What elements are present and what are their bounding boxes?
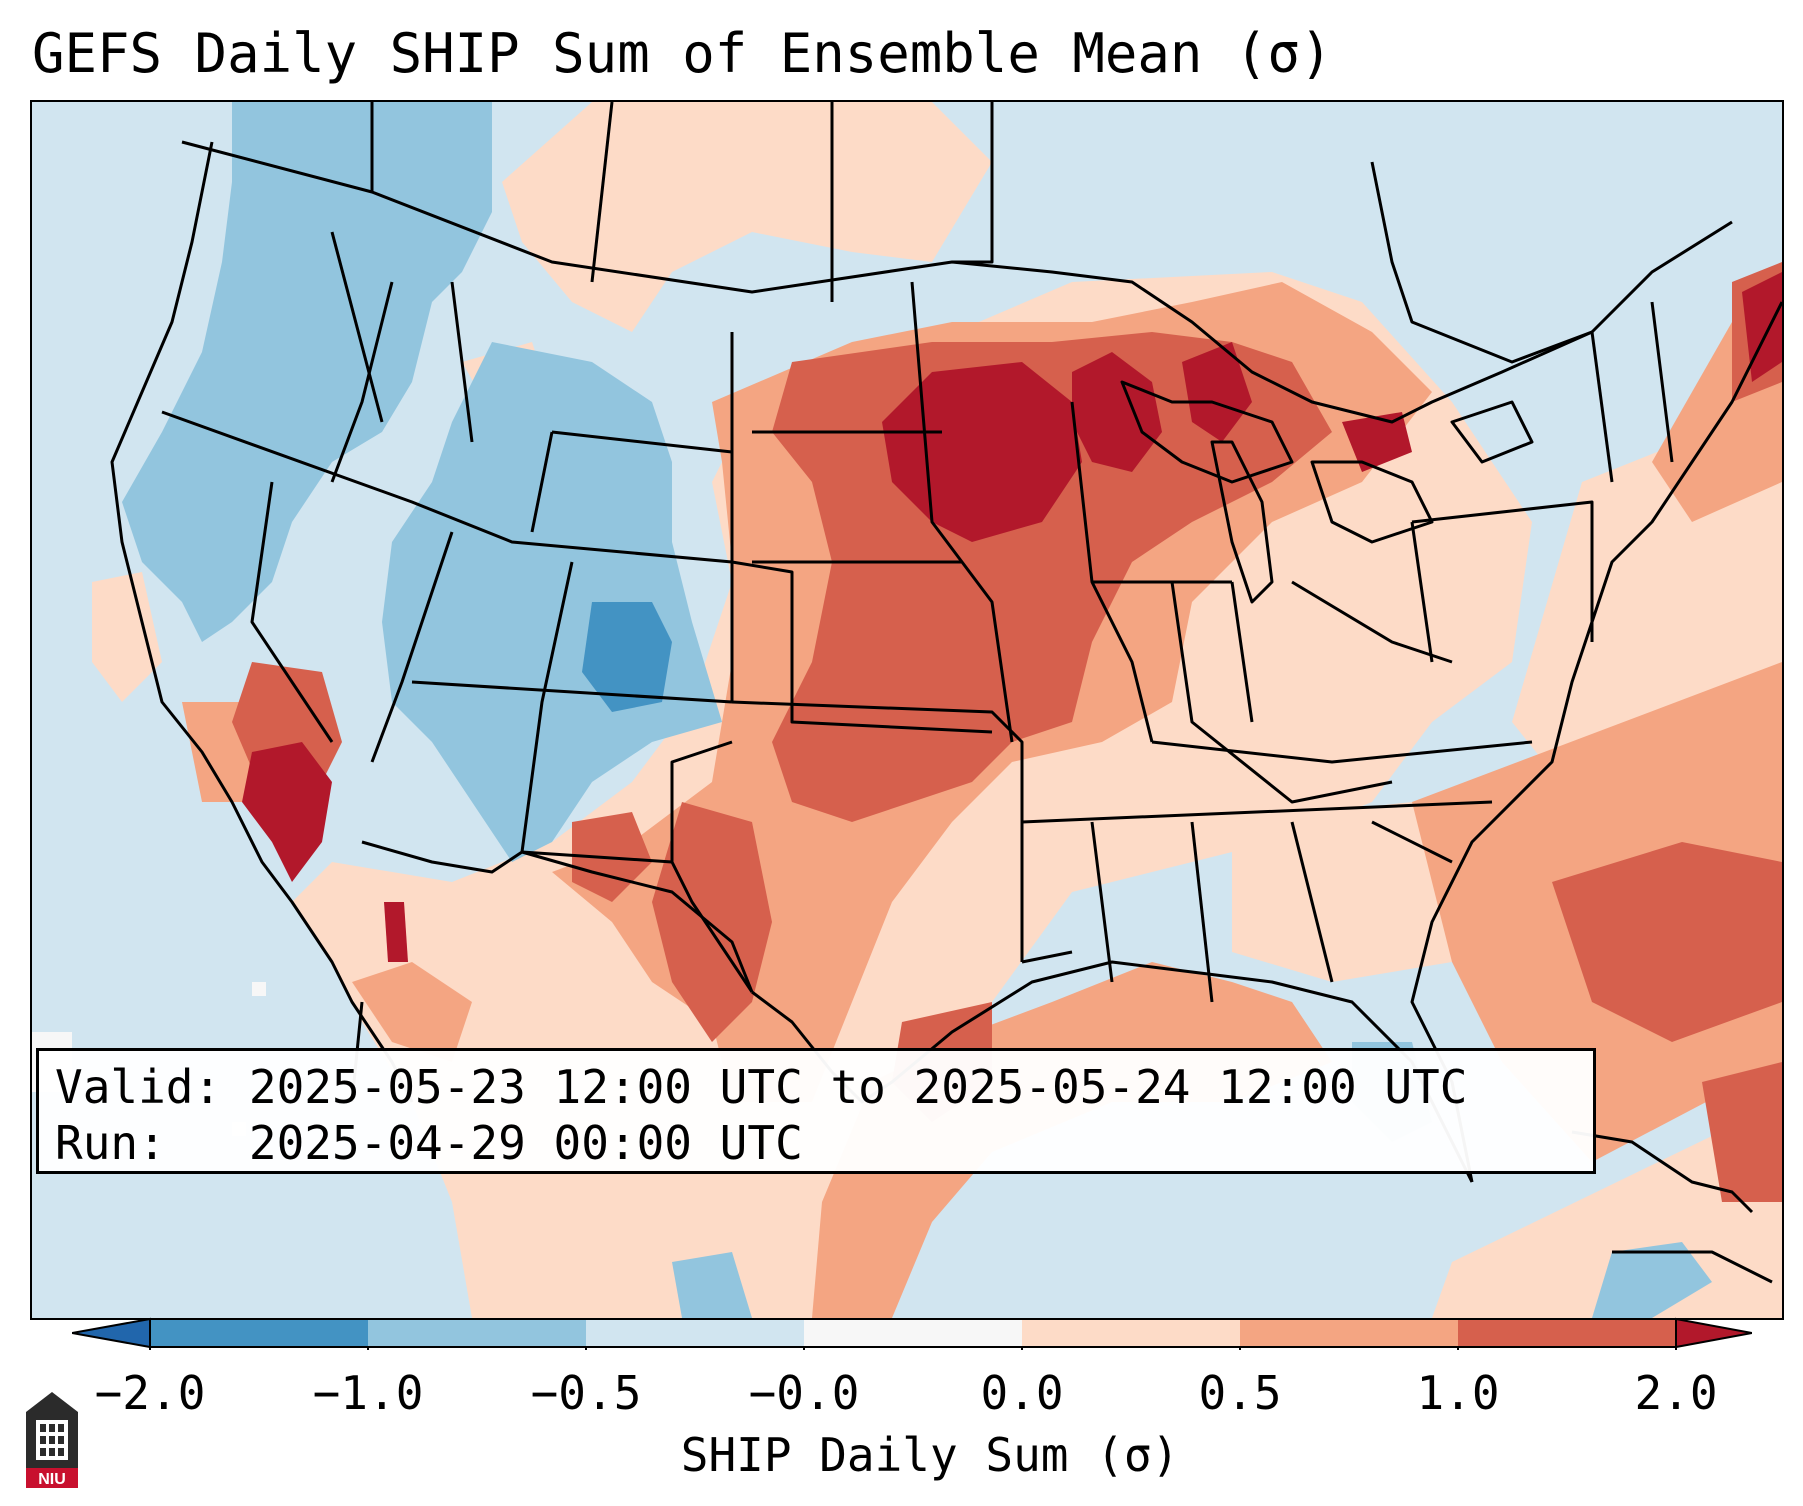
colorbar: [72, 1317, 1752, 1350]
colorbar-bin-0: [150, 1319, 368, 1347]
colorbar-bin-2: [586, 1319, 804, 1347]
negative-regions: [122, 102, 1712, 1318]
colorbar-bin-1: [368, 1319, 586, 1347]
colorbar-bin-5: [1240, 1319, 1458, 1347]
valid-run-info-box: Valid: 2025-05-23 12:00 UTC to 2025-05-2…: [36, 1048, 1596, 1174]
strong-negative-regions: [582, 602, 672, 712]
colorbar-tick-label: −1.0: [312, 1366, 424, 1420]
colorbar-bin-6: [1458, 1319, 1676, 1347]
max-positive-regions: [242, 272, 1782, 962]
colorbar-tick-label: 0.5: [1198, 1366, 1282, 1420]
colorbar-bin-4: [1022, 1319, 1240, 1347]
colorbar-label: SHIP Daily Sum (σ): [680, 1428, 1180, 1482]
colorbar-tick-label: 1.0: [1416, 1366, 1500, 1420]
valid-range: 2025-05-23 12:00 UTC to 2025-05-24 12:00…: [248, 1060, 1468, 1114]
run-time: 2025-04-29 00:00 UTC: [248, 1116, 803, 1170]
university-tower-logo: NIU: [26, 1392, 78, 1488]
colorbar-tick-label: −0.0: [748, 1366, 860, 1420]
colorbar-under-extension: [72, 1317, 151, 1349]
colorbar-over-extension: [1675, 1317, 1752, 1349]
svg-text:NIU: NIU: [38, 1471, 66, 1488]
colorbar-tick-label: 2.0: [1634, 1366, 1718, 1420]
run-label: Run:: [55, 1116, 166, 1170]
valid-label: Valid:: [55, 1060, 222, 1114]
colorbar-tick-label: −2.0: [94, 1366, 206, 1420]
chart-title: GEFS Daily SHIP Sum of Ensemble Mean (σ): [32, 22, 1333, 85]
colorbar-bin-3: [804, 1319, 1022, 1347]
state-borders: [110, 102, 1782, 1284]
colorbar-tick-label: 0.0: [980, 1366, 1064, 1420]
colorbar-tick-label: −0.5: [530, 1366, 642, 1420]
